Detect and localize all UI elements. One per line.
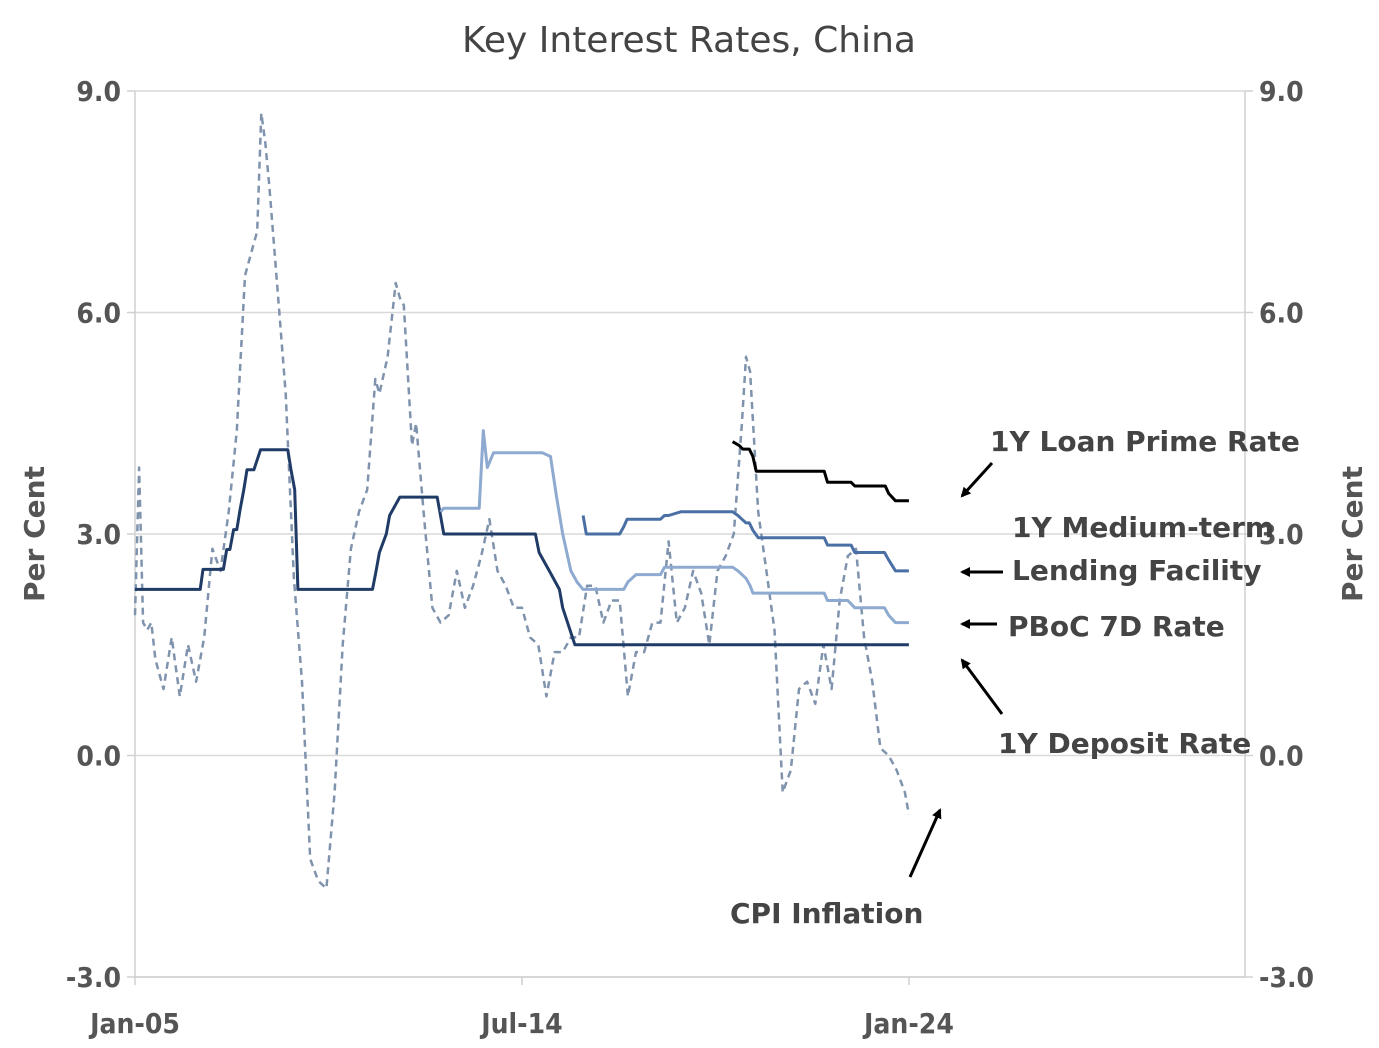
arrow-loan-prime-rate <box>960 461 994 498</box>
y-axis-left-title: Per Cent <box>18 466 51 602</box>
y-tick-label-right-1: 6.0 <box>1259 297 1304 330</box>
y-tick-label-right-3: 0.0 <box>1259 740 1304 773</box>
annotation-mlf-line2: Lending Facility <box>1012 554 1262 587</box>
annotation-deposit-rate: 1Y Deposit Rate <box>998 727 1251 760</box>
x-tick-label-1: Jul-14 <box>479 1007 562 1040</box>
series-lines <box>133 111 911 890</box>
x-tick-label-2: Jan-24 <box>862 1007 954 1040</box>
series-line-1y-medium-term-lending-facility <box>581 510 909 573</box>
annotation-mlf-line1: 1Y Medium-term <box>1012 511 1274 544</box>
y-tick-label-right-4: -3.0 <box>1259 961 1314 994</box>
arrow-deposit-rate <box>960 658 1004 715</box>
x-axis-ticks: Jan-05 Jul-14 Jan-24 <box>88 1007 954 1040</box>
arrow-cpi-inflation <box>908 808 942 878</box>
y-tick-label-left-0: 9.0 <box>76 75 121 108</box>
y-tick-label-left-1: 6.0 <box>76 297 121 330</box>
y-tick-label-left-3: 0.0 <box>76 740 121 773</box>
series-line-cpi-inflation <box>133 111 911 890</box>
y-tick-label-right-0: 9.0 <box>1259 75 1304 108</box>
annotation-pboc-7d-rate: PBoC 7D Rate <box>1008 610 1225 643</box>
y-tick-label-right-2: 3.0 <box>1259 518 1304 551</box>
y-axis-right-title: Per Cent <box>1336 466 1369 602</box>
series-line-1y-loan-prime-rate <box>731 440 909 503</box>
series-line-1y-deposit-rate <box>135 448 909 647</box>
y-tick-label-left-2: 3.0 <box>76 518 121 551</box>
x-tick-label-0: Jan-05 <box>88 1007 180 1040</box>
chart-title: Key Interest Rates, China <box>462 20 916 61</box>
y-tick-label-left-4: -3.0 <box>66 961 121 994</box>
y-axis-right-ticks: 9.0 6.0 3.0 0.0 -3.0 <box>1259 75 1314 994</box>
annotation-loan-prime-rate: 1Y Loan Prime Rate <box>990 425 1300 458</box>
axes <box>127 90 1253 985</box>
annotation-cpi-inflation: CPI Inflation <box>730 897 923 930</box>
series-line-pboc-7d-rate <box>439 429 909 625</box>
y-axis-left-ticks: 9.0 6.0 3.0 0.0 -3.0 <box>66 75 121 994</box>
